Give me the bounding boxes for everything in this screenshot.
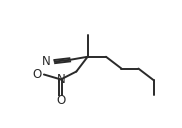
Text: N: N [56,73,65,86]
Text: O: O [56,94,66,107]
Text: N: N [42,55,50,68]
Text: O: O [32,68,41,81]
